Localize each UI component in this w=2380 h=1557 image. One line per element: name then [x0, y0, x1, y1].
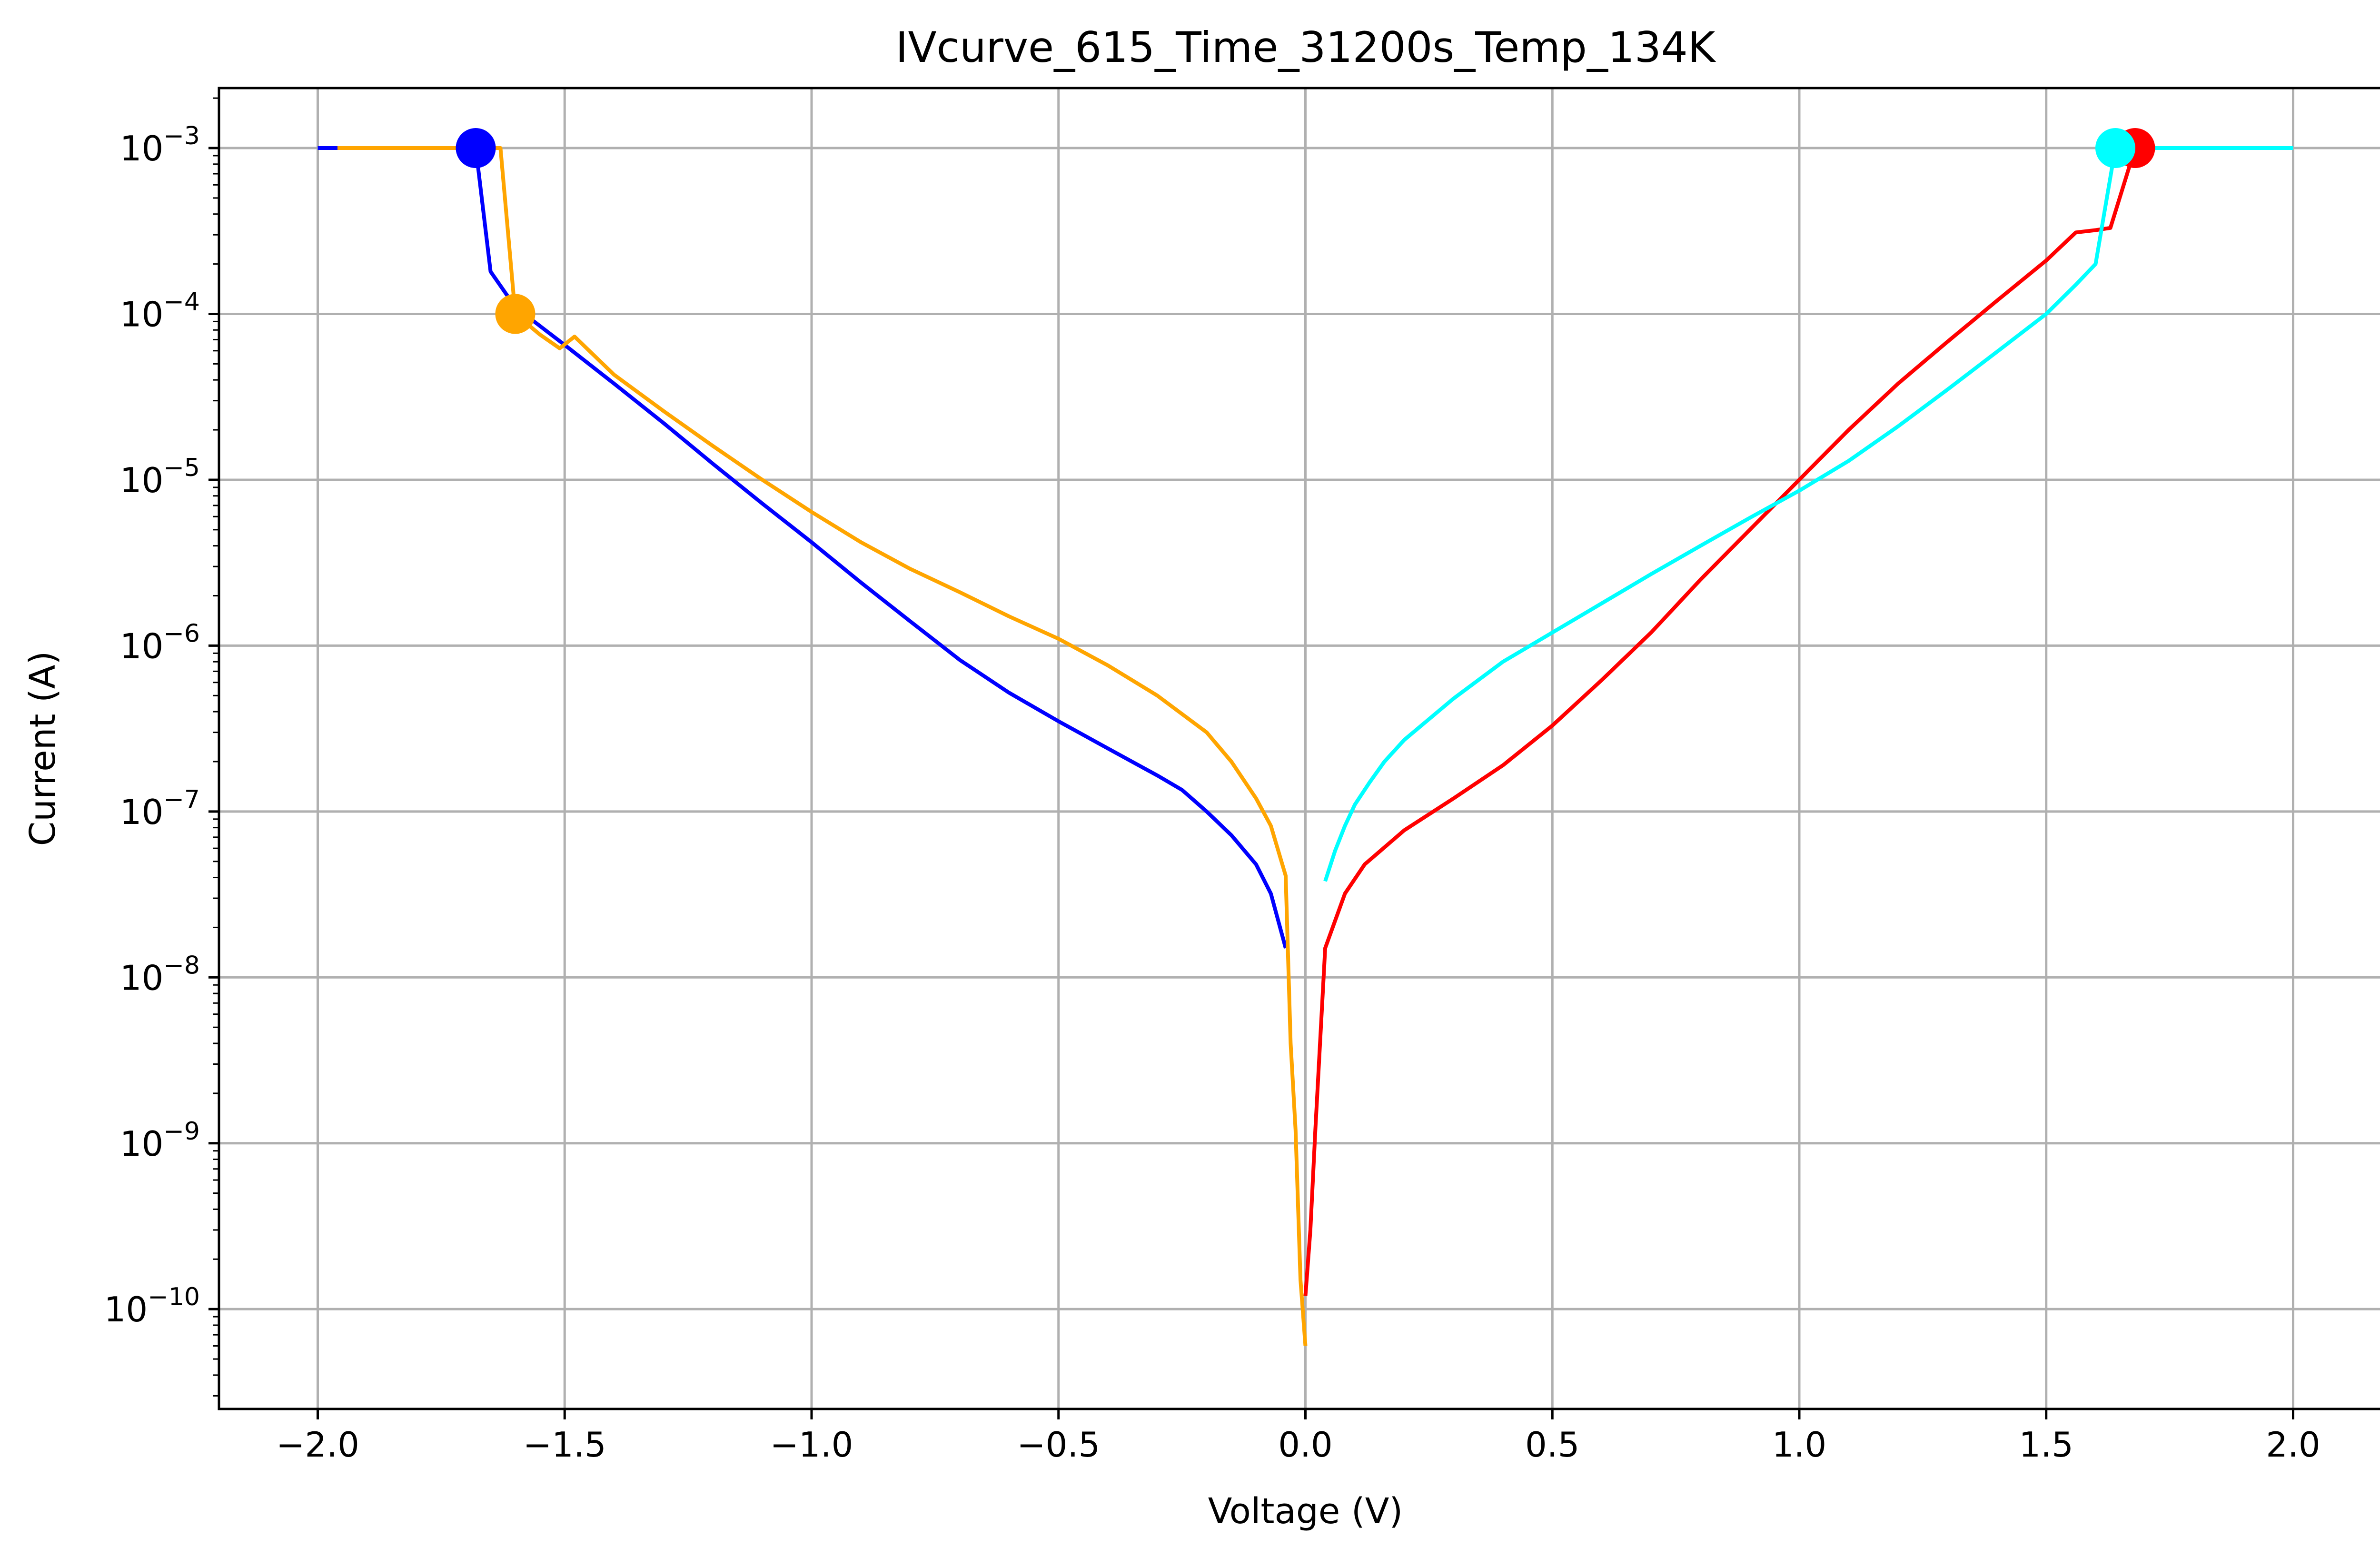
y-tick-label: 10−5	[120, 454, 200, 500]
x-tick-label: 2.0	[2266, 1425, 2320, 1465]
y-tick-label: 10−7	[120, 785, 200, 832]
x-tick-label: −1.5	[523, 1425, 606, 1465]
grid	[219, 88, 2380, 1409]
x-axis-label: Voltage (V)	[1208, 1491, 1403, 1532]
series-line	[1323, 146, 2293, 882]
series-marker	[456, 128, 496, 169]
y-tick-label: 10−8	[120, 951, 200, 998]
x-tick-label: 0.5	[1525, 1425, 1580, 1465]
series-markers	[456, 128, 2155, 334]
y-tick-label: 10−4	[120, 288, 200, 334]
chart-title: IVcurve_615_Time_31200s_Temp_134K	[895, 23, 1716, 72]
y-tick-label: 10−3	[120, 122, 200, 169]
series-marker	[495, 294, 536, 334]
y-axis-ticks: 10−10 10−9 10−8 10−7 10−6 10−5 10−4 10−3	[104, 97, 219, 1397]
y-tick-label: 10−10	[104, 1283, 200, 1329]
x-tick-label: −0.5	[1017, 1425, 1100, 1465]
y-tick-label: 10−6	[120, 619, 200, 666]
series-marker	[2095, 128, 2135, 169]
x-tick-label: 1.0	[1772, 1425, 1827, 1465]
x-axis-ticks: −2.0 −1.5 −1.0 −0.5 0.0 0.5 1.0 1.5 2.0	[276, 1409, 2320, 1465]
y-tick-label: 10−9	[120, 1117, 200, 1164]
series-line	[337, 146, 1308, 1346]
x-tick-label: 1.5	[2019, 1425, 2073, 1465]
x-tick-label: −2.0	[276, 1425, 359, 1465]
x-tick-label: 0.0	[1278, 1425, 1333, 1465]
x-tick-label: −1.0	[770, 1425, 853, 1465]
series-lines	[317, 146, 2293, 1346]
y-axis-label: Current (A)	[22, 651, 63, 846]
